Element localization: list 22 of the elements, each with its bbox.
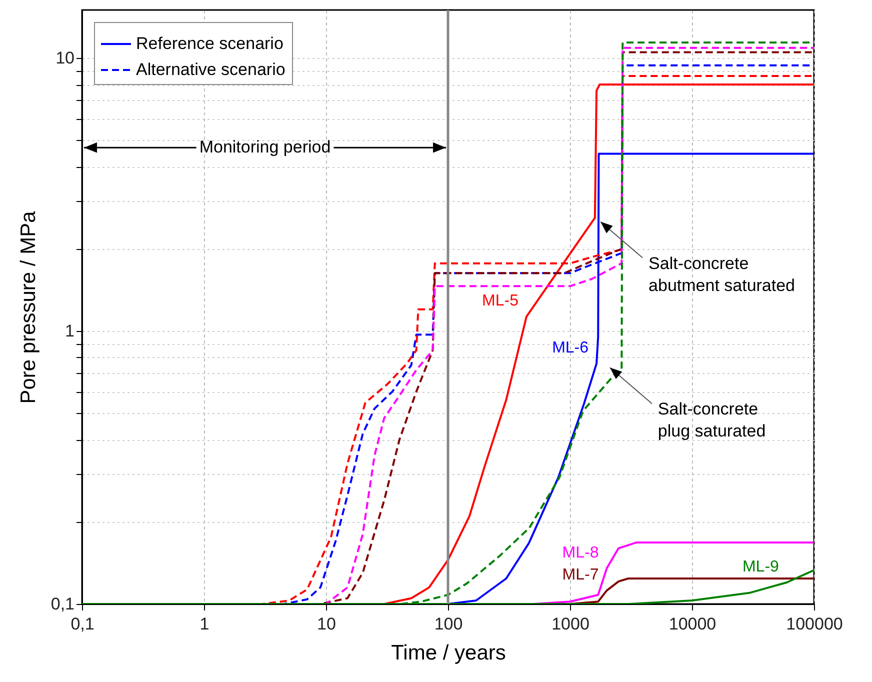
x-axis-title: Time / years — [391, 642, 506, 664]
x-tick-label: 0,1 — [70, 614, 94, 634]
y-tick-label: 0,1 — [50, 594, 74, 614]
y-axis-title: Pore pressure / MPa — [16, 210, 40, 404]
annotation: ML-7 — [562, 566, 599, 584]
x-tick-label: 10000 — [668, 614, 716, 634]
x-tick-label: 1 — [200, 614, 210, 634]
x-tick-label: 100 — [434, 614, 463, 634]
annotation: ML-9 — [742, 558, 780, 576]
x-tick-label: 10 — [317, 614, 336, 634]
annotation: Salt-concrete plug saturated — [658, 400, 766, 441]
annotation: ML-6 — [552, 340, 589, 357]
annotation: Salt-concrete abutment saturated — [648, 254, 796, 295]
annotation: ML-5 — [482, 292, 519, 310]
annotation: ML-8 — [562, 544, 599, 562]
annotation: Monitoring period — [199, 138, 331, 157]
y-tick-label: 10 — [56, 48, 74, 68]
legend-label: Alternative scenario — [136, 60, 286, 79]
x-tick-label: 100000 — [786, 614, 843, 634]
x-tick-label: 1000 — [552, 614, 590, 634]
y-tick-label: 1 — [65, 322, 74, 341]
legend-label: Reference scenario — [136, 34, 284, 53]
